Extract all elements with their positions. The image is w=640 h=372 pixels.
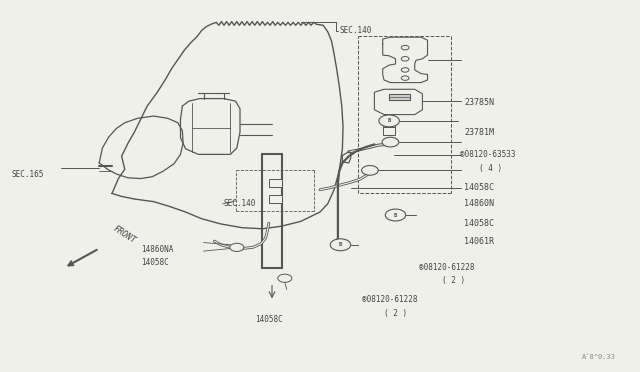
Circle shape <box>382 137 399 147</box>
Text: B: B <box>339 242 342 247</box>
Polygon shape <box>112 22 343 229</box>
Text: SEC.140: SEC.140 <box>339 26 372 35</box>
Circle shape <box>401 68 409 72</box>
Circle shape <box>362 166 378 175</box>
Circle shape <box>385 209 406 221</box>
Text: 14058C: 14058C <box>464 219 494 228</box>
Text: ( 4 ): ( 4 ) <box>479 164 502 173</box>
Text: 14058C: 14058C <box>464 183 494 192</box>
Text: 14860NA: 14860NA <box>141 245 173 254</box>
Polygon shape <box>180 99 240 154</box>
Polygon shape <box>374 89 422 115</box>
Text: ( 2 ): ( 2 ) <box>442 276 465 285</box>
Circle shape <box>379 115 399 127</box>
Circle shape <box>401 76 409 80</box>
Polygon shape <box>99 116 183 179</box>
Polygon shape <box>389 94 410 100</box>
FancyBboxPatch shape <box>383 122 395 129</box>
Text: SEC.140: SEC.140 <box>224 199 257 208</box>
FancyBboxPatch shape <box>269 195 282 203</box>
Text: 14058C: 14058C <box>255 315 282 324</box>
Text: B: B <box>394 212 397 218</box>
Circle shape <box>401 57 409 61</box>
FancyBboxPatch shape <box>269 179 282 187</box>
Text: ®08120-61228: ®08120-61228 <box>362 295 417 304</box>
Circle shape <box>401 45 409 50</box>
Circle shape <box>278 274 292 282</box>
Text: SEC.165: SEC.165 <box>12 170 44 179</box>
Text: ®08120-61228: ®08120-61228 <box>419 263 475 272</box>
Circle shape <box>230 243 244 251</box>
Circle shape <box>330 239 351 251</box>
Text: ( 2 ): ( 2 ) <box>384 309 407 318</box>
Text: 23781M: 23781M <box>464 128 494 137</box>
Text: 14061R: 14061R <box>464 237 494 246</box>
Text: 14860N: 14860N <box>464 199 494 208</box>
Text: A´8^0.33: A´8^0.33 <box>581 354 616 360</box>
Polygon shape <box>383 37 428 83</box>
Text: FRONT: FRONT <box>112 224 138 245</box>
Polygon shape <box>342 152 351 163</box>
Text: 14058C: 14058C <box>141 258 168 267</box>
Text: B: B <box>387 118 391 124</box>
Text: ®08120-63533: ®08120-63533 <box>460 150 515 159</box>
FancyBboxPatch shape <box>383 127 395 135</box>
Text: 23785N: 23785N <box>464 98 494 107</box>
